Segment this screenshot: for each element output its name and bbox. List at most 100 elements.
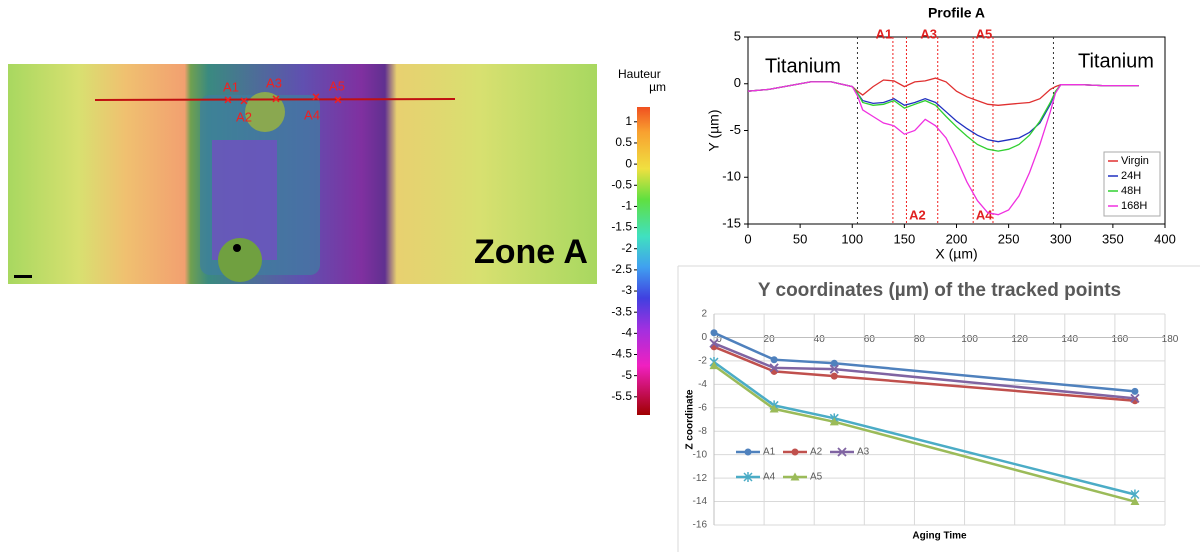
y-tick-label: 0 <box>701 332 707 343</box>
data-point <box>769 404 779 413</box>
marker-label: A1 <box>876 26 893 41</box>
colorbar-tick-label: -4 <box>621 326 632 340</box>
point-label: A2 <box>236 109 252 124</box>
scale-bar <box>14 275 32 278</box>
y-tick-label: -10 <box>722 169 741 184</box>
legend-marker <box>744 448 752 456</box>
x-tick-label: 0 <box>744 231 751 246</box>
colorbar-tick-label: -0.5 <box>611 177 632 191</box>
colorbar-tick-label: -1 <box>621 199 632 213</box>
x-tick-label: 60 <box>864 334 876 345</box>
chart-title: Y coordinates (µm) of the tracked points <box>758 280 1121 301</box>
x-tick-label: 140 <box>1061 334 1078 345</box>
x-tick-label: 120 <box>1011 334 1028 345</box>
marker-label: A2 <box>909 207 926 222</box>
x-tick-label: 100 <box>961 334 978 345</box>
data-point <box>1131 387 1139 395</box>
y-tick-label: 2 <box>701 309 707 320</box>
x-tick-label: 250 <box>998 231 1020 246</box>
legend-label: A5 <box>810 472 823 483</box>
series-line <box>747 81 1139 152</box>
x-tick-label: 50 <box>793 231 807 246</box>
annotation: Titanium <box>1078 50 1154 72</box>
series-line <box>747 81 1139 216</box>
colorbar-tick-label: -3 <box>621 283 632 297</box>
height-map <box>8 64 597 284</box>
legend-label: Virgin <box>1121 155 1149 167</box>
colorbar-unit: µm <box>649 80 666 94</box>
data-point <box>830 372 838 380</box>
x-tick-label: 180 <box>1162 334 1179 345</box>
data-point <box>770 356 778 364</box>
marker-label: A3 <box>920 26 937 41</box>
y-tick-label: -15 <box>722 215 741 230</box>
plot-frame <box>747 36 1166 225</box>
data-point <box>709 338 719 348</box>
colorbar-tick-label: -5.5 <box>611 389 632 403</box>
colorbar-tick-label: -1.5 <box>611 220 632 234</box>
point-marker: × <box>224 92 232 108</box>
y-tick-label: 5 <box>734 28 741 43</box>
y-tick-label: -14 <box>693 496 708 507</box>
x-tick-label: 40 <box>814 334 826 345</box>
legend-label: A1 <box>763 447 776 458</box>
x-tick-label: 150 <box>894 231 916 246</box>
map-feature <box>233 244 241 252</box>
marker-label: A4 <box>976 207 993 222</box>
point-label: A3 <box>266 75 282 90</box>
colorbar-tick-label: 1 <box>625 114 632 128</box>
point-label: A1 <box>223 79 239 94</box>
legend-marker <box>837 447 847 457</box>
y-tick-label: -5 <box>729 122 741 137</box>
legend-label: 168H <box>1121 200 1147 212</box>
y-tick-label: -2 <box>698 356 707 367</box>
profile-line <box>94 98 456 101</box>
series-line <box>713 345 1136 402</box>
map-feature <box>245 92 285 132</box>
y-tick-label: -12 <box>693 473 708 484</box>
legend-label: 24H <box>1121 170 1141 182</box>
legend-marker <box>743 472 753 482</box>
series-line <box>713 331 1136 393</box>
annotation: Titanium <box>765 55 841 77</box>
x-tick-label: 400 <box>1154 231 1176 246</box>
x-tick-label: 0 <box>716 334 722 345</box>
colorbar-ramp <box>637 107 650 415</box>
map-feature <box>218 238 262 282</box>
series-line <box>713 361 1136 496</box>
point-label: A4 <box>304 107 320 122</box>
data-point <box>710 329 718 337</box>
y-tick-label: -10 <box>693 449 708 460</box>
colorbar-tick-label: 0 <box>625 156 632 170</box>
x-tick-label: 200 <box>946 231 968 246</box>
marker-label: A5 <box>976 26 993 41</box>
data-point <box>829 364 839 374</box>
colorbar-tick-label: -2 <box>621 241 632 255</box>
zone-label: Zone A <box>474 233 588 271</box>
colorbar-tick-label: -5 <box>621 368 632 382</box>
data-point <box>829 417 839 426</box>
y-tick-label: -16 <box>693 520 708 531</box>
x-tick-label: 100 <box>841 231 863 246</box>
series-line <box>713 364 1136 503</box>
x-tick-label: 20 <box>764 334 776 345</box>
legend-marker <box>790 472 800 481</box>
series-line <box>747 81 1139 143</box>
colorbar-tick-label: -2.5 <box>611 262 632 276</box>
colorbar-tick-label: -4.5 <box>611 347 632 361</box>
legend-marker <box>791 448 799 456</box>
colorbar-tick-label: -3.5 <box>611 304 632 318</box>
series-line <box>713 342 1136 400</box>
point-marker: × <box>240 93 248 109</box>
x-axis-label: X (µm) <box>935 246 977 262</box>
y-tick-label: -8 <box>698 426 707 437</box>
data-point <box>709 361 719 370</box>
colorbar-tick-label: 0.5 <box>615 135 632 149</box>
legend-label: A2 <box>810 447 823 458</box>
x-tick-label: 300 <box>1050 231 1072 246</box>
y-axis-label: Z coordinate <box>685 389 696 449</box>
data-point <box>769 363 779 373</box>
